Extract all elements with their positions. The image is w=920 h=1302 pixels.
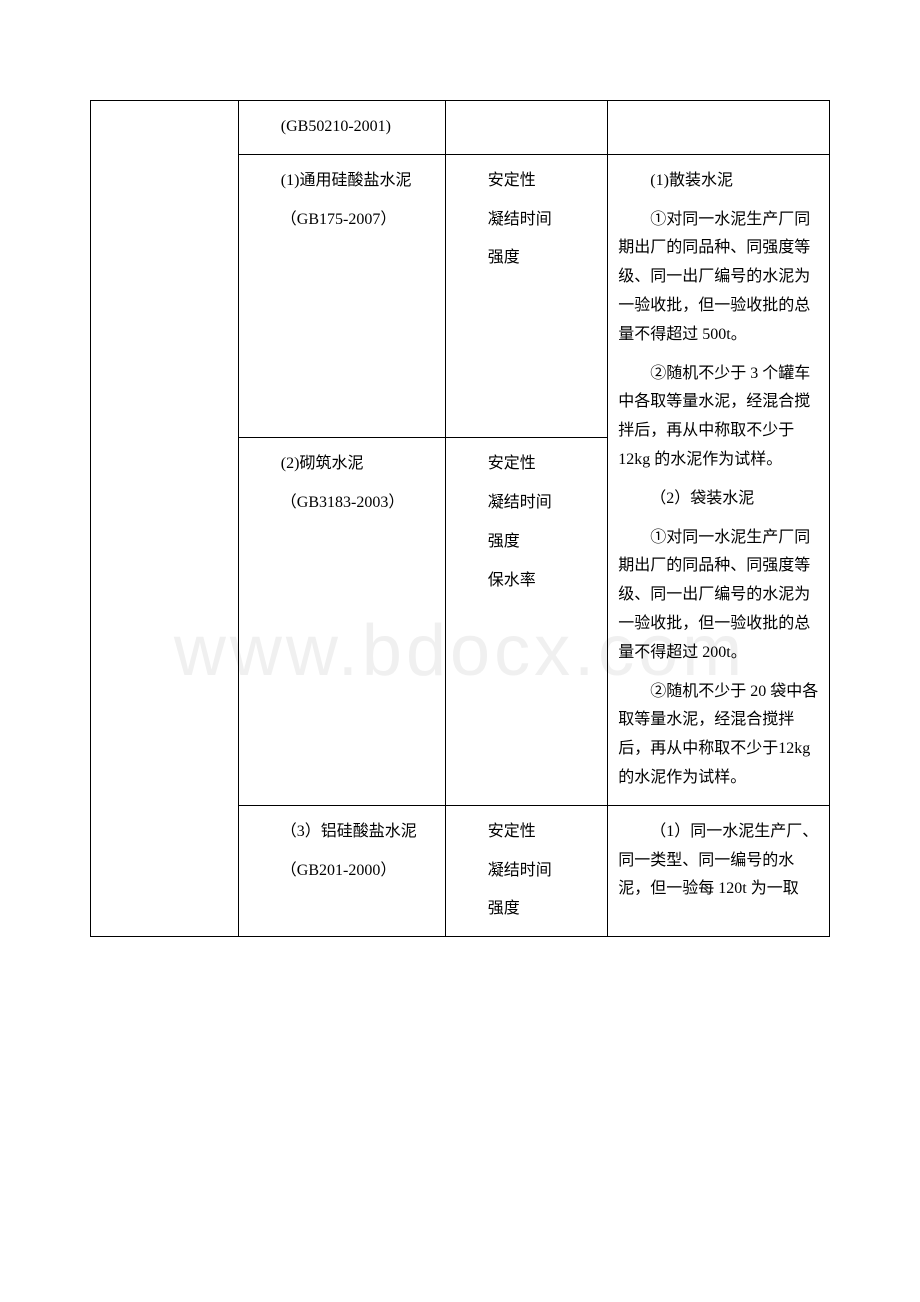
cell-text: (1)通用硅酸盐水泥	[249, 167, 435, 196]
table-cell-property: 安定性 凝结时间 强度	[445, 805, 608, 936]
cell-text: 保水率	[456, 567, 598, 596]
cell-text: ②随机不少于 3 个罐车中各取等量水泥，经混合搅拌后，再从中称取不少于12kg …	[618, 360, 819, 475]
cell-text: 凝结时间	[456, 857, 598, 886]
table-cell-standard: (1)通用硅酸盐水泥 （GB175-2007）	[238, 154, 445, 438]
cell-text: 安定性	[456, 167, 598, 196]
table-row: (GB50210-2001)	[91, 101, 830, 155]
cell-text: 强度	[456, 895, 598, 924]
table-cell-category	[91, 101, 239, 937]
cell-text: （GB201-2000）	[249, 857, 435, 886]
cell-text: ①对同一水泥生产厂同期出厂的同品种、同强度等级、同一出厂编号的水泥为一验收批，但…	[618, 206, 819, 350]
cell-text: （2）袋装水泥	[618, 485, 819, 514]
cell-text: （3）铝硅酸盐水泥	[249, 818, 435, 847]
cell-text: 安定性	[456, 818, 598, 847]
table-cell-standard: （3）铝硅酸盐水泥 （GB201-2000）	[238, 805, 445, 936]
cell-text: ②随机不少于 20 袋中各取等量水泥，经混合搅拌后，再从中称取不少于12kg 的…	[618, 678, 819, 793]
cell-text: (1)散装水泥	[618, 167, 819, 196]
cell-text: ①对同一水泥生产厂同期出厂的同品种、同强度等级、同一出厂编号的水泥为一验收批，但…	[618, 524, 819, 668]
table-cell-sampling: （1）同一水泥生产厂、同一类型、同一编号的水泥，但一验每 120t 为一取	[608, 805, 830, 936]
table-cell-sampling: (1)散装水泥 ①对同一水泥生产厂同期出厂的同品种、同强度等级、同一出厂编号的水…	[608, 154, 830, 805]
cell-text: 凝结时间	[456, 489, 598, 518]
table-cell-property	[445, 101, 608, 155]
specification-table: (GB50210-2001) (1)通用硅酸盐水泥 （GB175-2007） 安…	[90, 100, 830, 937]
cell-text: （1）同一水泥生产厂、同一类型、同一编号的水泥，但一验每 120t 为一取	[618, 818, 819, 904]
cell-text: (GB50210-2001)	[249, 113, 435, 142]
cell-text: 强度	[456, 244, 598, 273]
cell-text: (2)砌筑水泥	[249, 450, 435, 479]
cell-text: 安定性	[456, 450, 598, 479]
table-cell-property: 安定性 凝结时间 强度	[445, 154, 608, 438]
cell-text: （GB175-2007）	[249, 206, 435, 235]
cell-text: （GB3183-2003）	[249, 489, 435, 518]
cell-text: 强度	[456, 528, 598, 557]
table-cell-standard: (2)砌筑水泥 （GB3183-2003）	[238, 438, 445, 805]
table-cell-sampling	[608, 101, 830, 155]
table-cell-property: 安定性 凝结时间 强度 保水率	[445, 438, 608, 805]
cell-text: 凝结时间	[456, 206, 598, 235]
table-cell-standard: (GB50210-2001)	[238, 101, 445, 155]
